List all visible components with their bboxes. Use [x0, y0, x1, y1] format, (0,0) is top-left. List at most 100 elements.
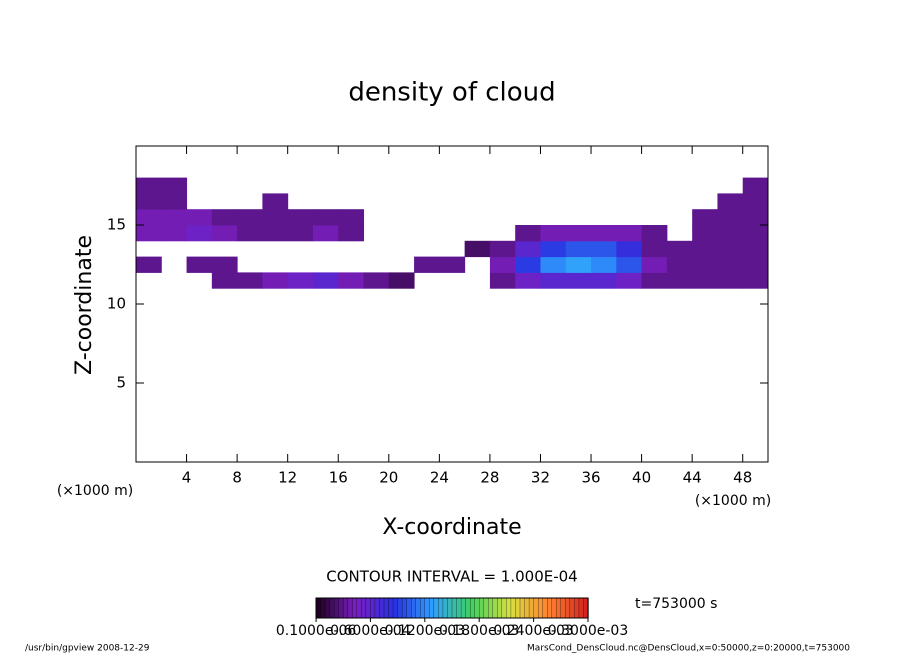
cell	[161, 225, 188, 242]
chart-title: density of cloud	[348, 78, 555, 108]
colorbar-segment	[401, 597, 408, 619]
cell	[312, 272, 339, 289]
colorbar-segment	[456, 597, 462, 619]
cell	[616, 240, 643, 258]
colorbar-segment	[551, 597, 557, 619]
cell	[464, 240, 491, 258]
cell	[237, 225, 263, 242]
cell	[565, 225, 592, 242]
colorbar-tick-label: 0.1200e-03	[385, 623, 465, 639]
colorbar-segment	[483, 597, 489, 619]
y-tick-label: 5	[116, 374, 126, 392]
cell	[717, 209, 744, 226]
cell	[211, 272, 238, 289]
colorbar-segment	[379, 597, 385, 619]
colorbar-tick-label: 0.1000e-06	[276, 623, 357, 639]
colorbar-tick-label: 0.3000e-03	[548, 623, 628, 639]
cell	[489, 272, 516, 289]
cell	[211, 256, 238, 273]
cell	[136, 225, 162, 242]
colorbar-segment	[329, 597, 335, 619]
colorbar-segment	[474, 597, 480, 619]
cell	[262, 193, 289, 210]
cell	[717, 256, 744, 273]
colorbar-segment	[492, 597, 498, 619]
cell	[616, 272, 643, 289]
colorbar-segment	[429, 597, 435, 619]
colorbar-segment	[537, 597, 544, 619]
colorbar-segment	[356, 597, 362, 619]
colorbar-segment	[524, 597, 530, 619]
colorbar-segment	[338, 597, 344, 619]
cell	[540, 272, 567, 289]
colorbar-segment	[578, 597, 585, 619]
cell	[262, 209, 289, 226]
cell	[136, 193, 162, 210]
contour-interval: CONTOUR INTERVAL = 1.000E-04	[326, 568, 577, 586]
colorbar-segment	[565, 597, 571, 619]
cell	[262, 225, 289, 242]
colorbar-segment	[438, 597, 444, 619]
cell	[666, 272, 693, 289]
colorbar-segment	[374, 597, 381, 619]
colorbar-segment	[352, 597, 358, 619]
cell	[161, 209, 188, 226]
cell	[136, 256, 162, 273]
y-axis-label: Z-coordinate	[72, 235, 97, 375]
colorbar-tick-label: 0.1800e-03	[439, 623, 519, 639]
cell	[591, 256, 617, 273]
cell	[742, 177, 769, 194]
colorbar-segment	[515, 597, 521, 619]
cell	[717, 240, 744, 258]
colorbar-segment	[388, 597, 394, 619]
colorbar-segment	[392, 597, 399, 619]
cell	[363, 272, 390, 289]
cell	[641, 256, 668, 273]
colorbar-segment	[424, 597, 430, 619]
cell	[565, 240, 592, 258]
cell	[515, 225, 541, 242]
cell	[515, 272, 541, 289]
colorbar-segment	[519, 597, 526, 619]
colorbar-segment	[415, 597, 421, 619]
x-tick-label: 28	[480, 469, 499, 487]
cell	[414, 256, 440, 273]
cell	[692, 225, 718, 242]
colorbar-segment	[361, 597, 367, 619]
colorbar-segment	[556, 597, 562, 619]
x-tick-label: 44	[683, 469, 702, 487]
colorbar-segment	[347, 597, 353, 619]
x-unit-label: (×1000 m)	[57, 483, 133, 499]
x-tick-label: 40	[632, 469, 651, 487]
colorbar-segment	[560, 597, 566, 619]
cell	[616, 256, 643, 273]
colorbar-segment	[324, 597, 331, 619]
colorbar-segment	[533, 597, 539, 619]
cell	[742, 272, 769, 289]
cell	[616, 225, 643, 242]
cell	[136, 177, 162, 194]
cell	[489, 240, 516, 258]
cell	[692, 209, 718, 226]
x-tick-label: 48	[733, 469, 752, 487]
colorbar-segment	[451, 597, 458, 619]
cell	[287, 225, 314, 242]
cell	[237, 272, 263, 289]
cell	[692, 272, 718, 289]
colorbar-segment	[406, 597, 412, 619]
cell	[742, 193, 769, 210]
colorbar-segment	[315, 597, 322, 619]
cell	[489, 256, 516, 273]
cell	[742, 209, 769, 226]
cell	[515, 256, 541, 273]
footer-left: /usr/bin/gpview 2008-12-29	[25, 644, 150, 654]
cell	[540, 240, 567, 258]
x-tick-label: 12	[278, 469, 297, 487]
colorbar-segment	[528, 597, 535, 619]
colorbar-segment	[510, 597, 517, 619]
cell	[237, 209, 263, 226]
time-label: t=753000 s	[635, 596, 717, 612]
cell	[641, 240, 668, 258]
